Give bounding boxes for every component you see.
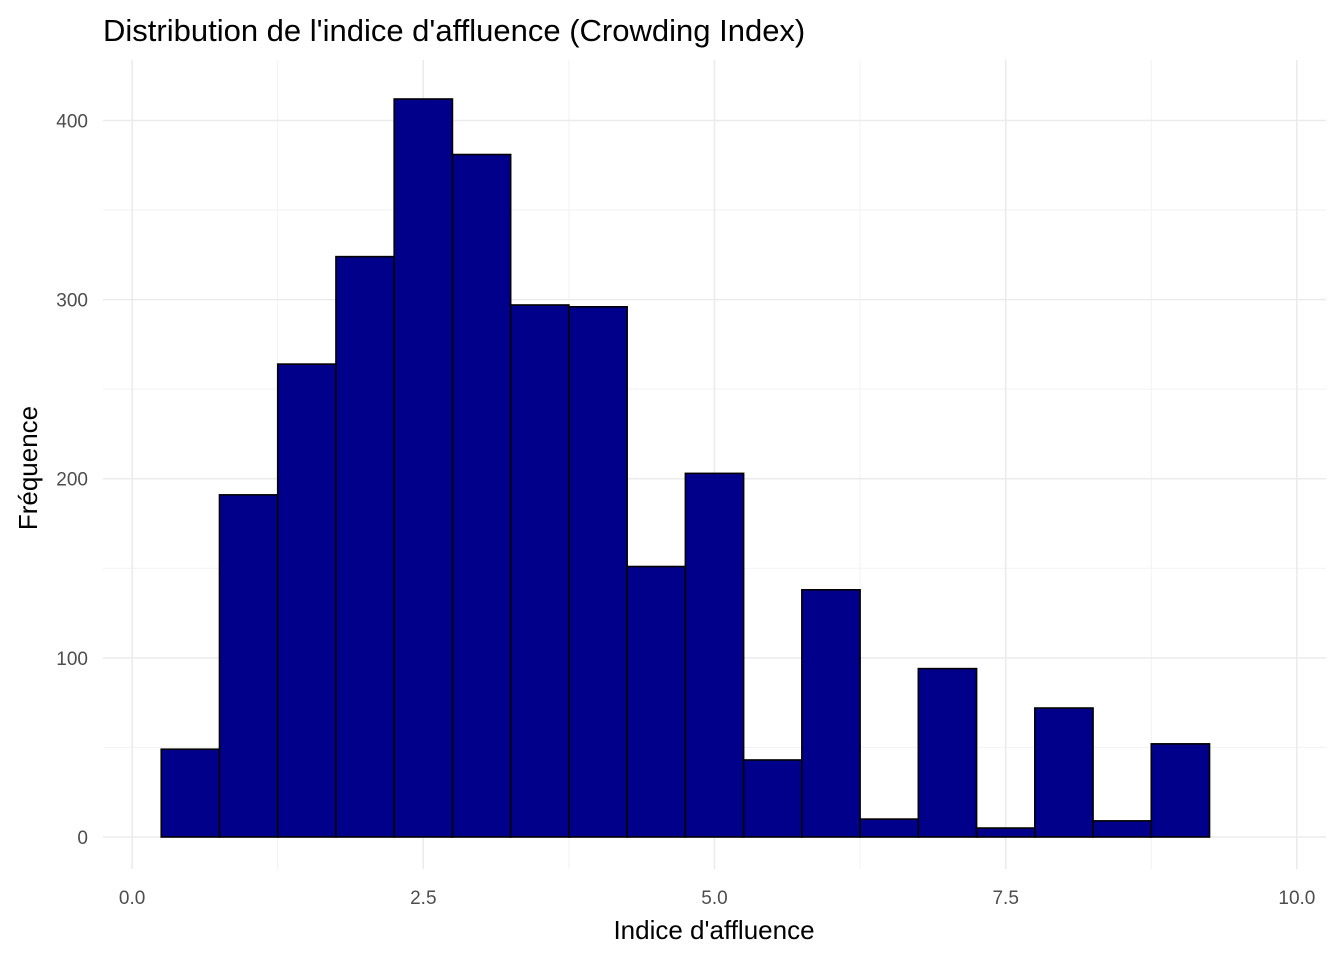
y-tick-label: 100 [56,649,88,670]
x-tick-label: 10.0 [1278,888,1315,909]
histogram-bar [160,748,221,838]
x-tick-label: 5.0 [701,888,727,909]
histogram-bar [451,153,512,838]
y-axis-ticks: 0 100 200 300 400 [56,111,88,849]
histogram-bar [684,472,745,838]
x-tick-label: 2.5 [410,888,436,909]
y-tick-label: 300 [56,291,88,312]
histogram-bar [218,494,279,838]
x-axis-ticks: 0.0 2.5 5.0 7.5 10.0 [119,888,1315,909]
y-tick-label: 200 [56,470,88,491]
histogram-bar [1092,820,1153,838]
histogram-bar [917,667,978,838]
histogram-bar [335,255,395,838]
x-axis-title: Indice d'affluence [613,915,814,945]
y-tick-label: 0 [77,828,88,849]
histogram-bar [509,304,570,838]
y-axis-title: Fréquence [13,406,43,530]
histogram-bar [742,759,803,838]
histogram-bar [276,363,337,838]
chart-title: Distribution de l'indice d'affluence (Cr… [103,13,805,48]
y-tick-label: 400 [56,111,88,132]
histogram-bars [160,98,1211,838]
histogram-bar [975,827,1036,838]
x-tick-label: 7.5 [992,888,1018,909]
histogram-bar [801,589,861,838]
histogram-bar [859,818,920,838]
histogram-bar [393,98,454,838]
histogram-bar [626,565,687,838]
histogram-bar [1034,707,1094,838]
x-tick-label: 0.0 [119,888,145,909]
histogram-bar [568,305,628,838]
histogram-bar [1150,743,1211,838]
